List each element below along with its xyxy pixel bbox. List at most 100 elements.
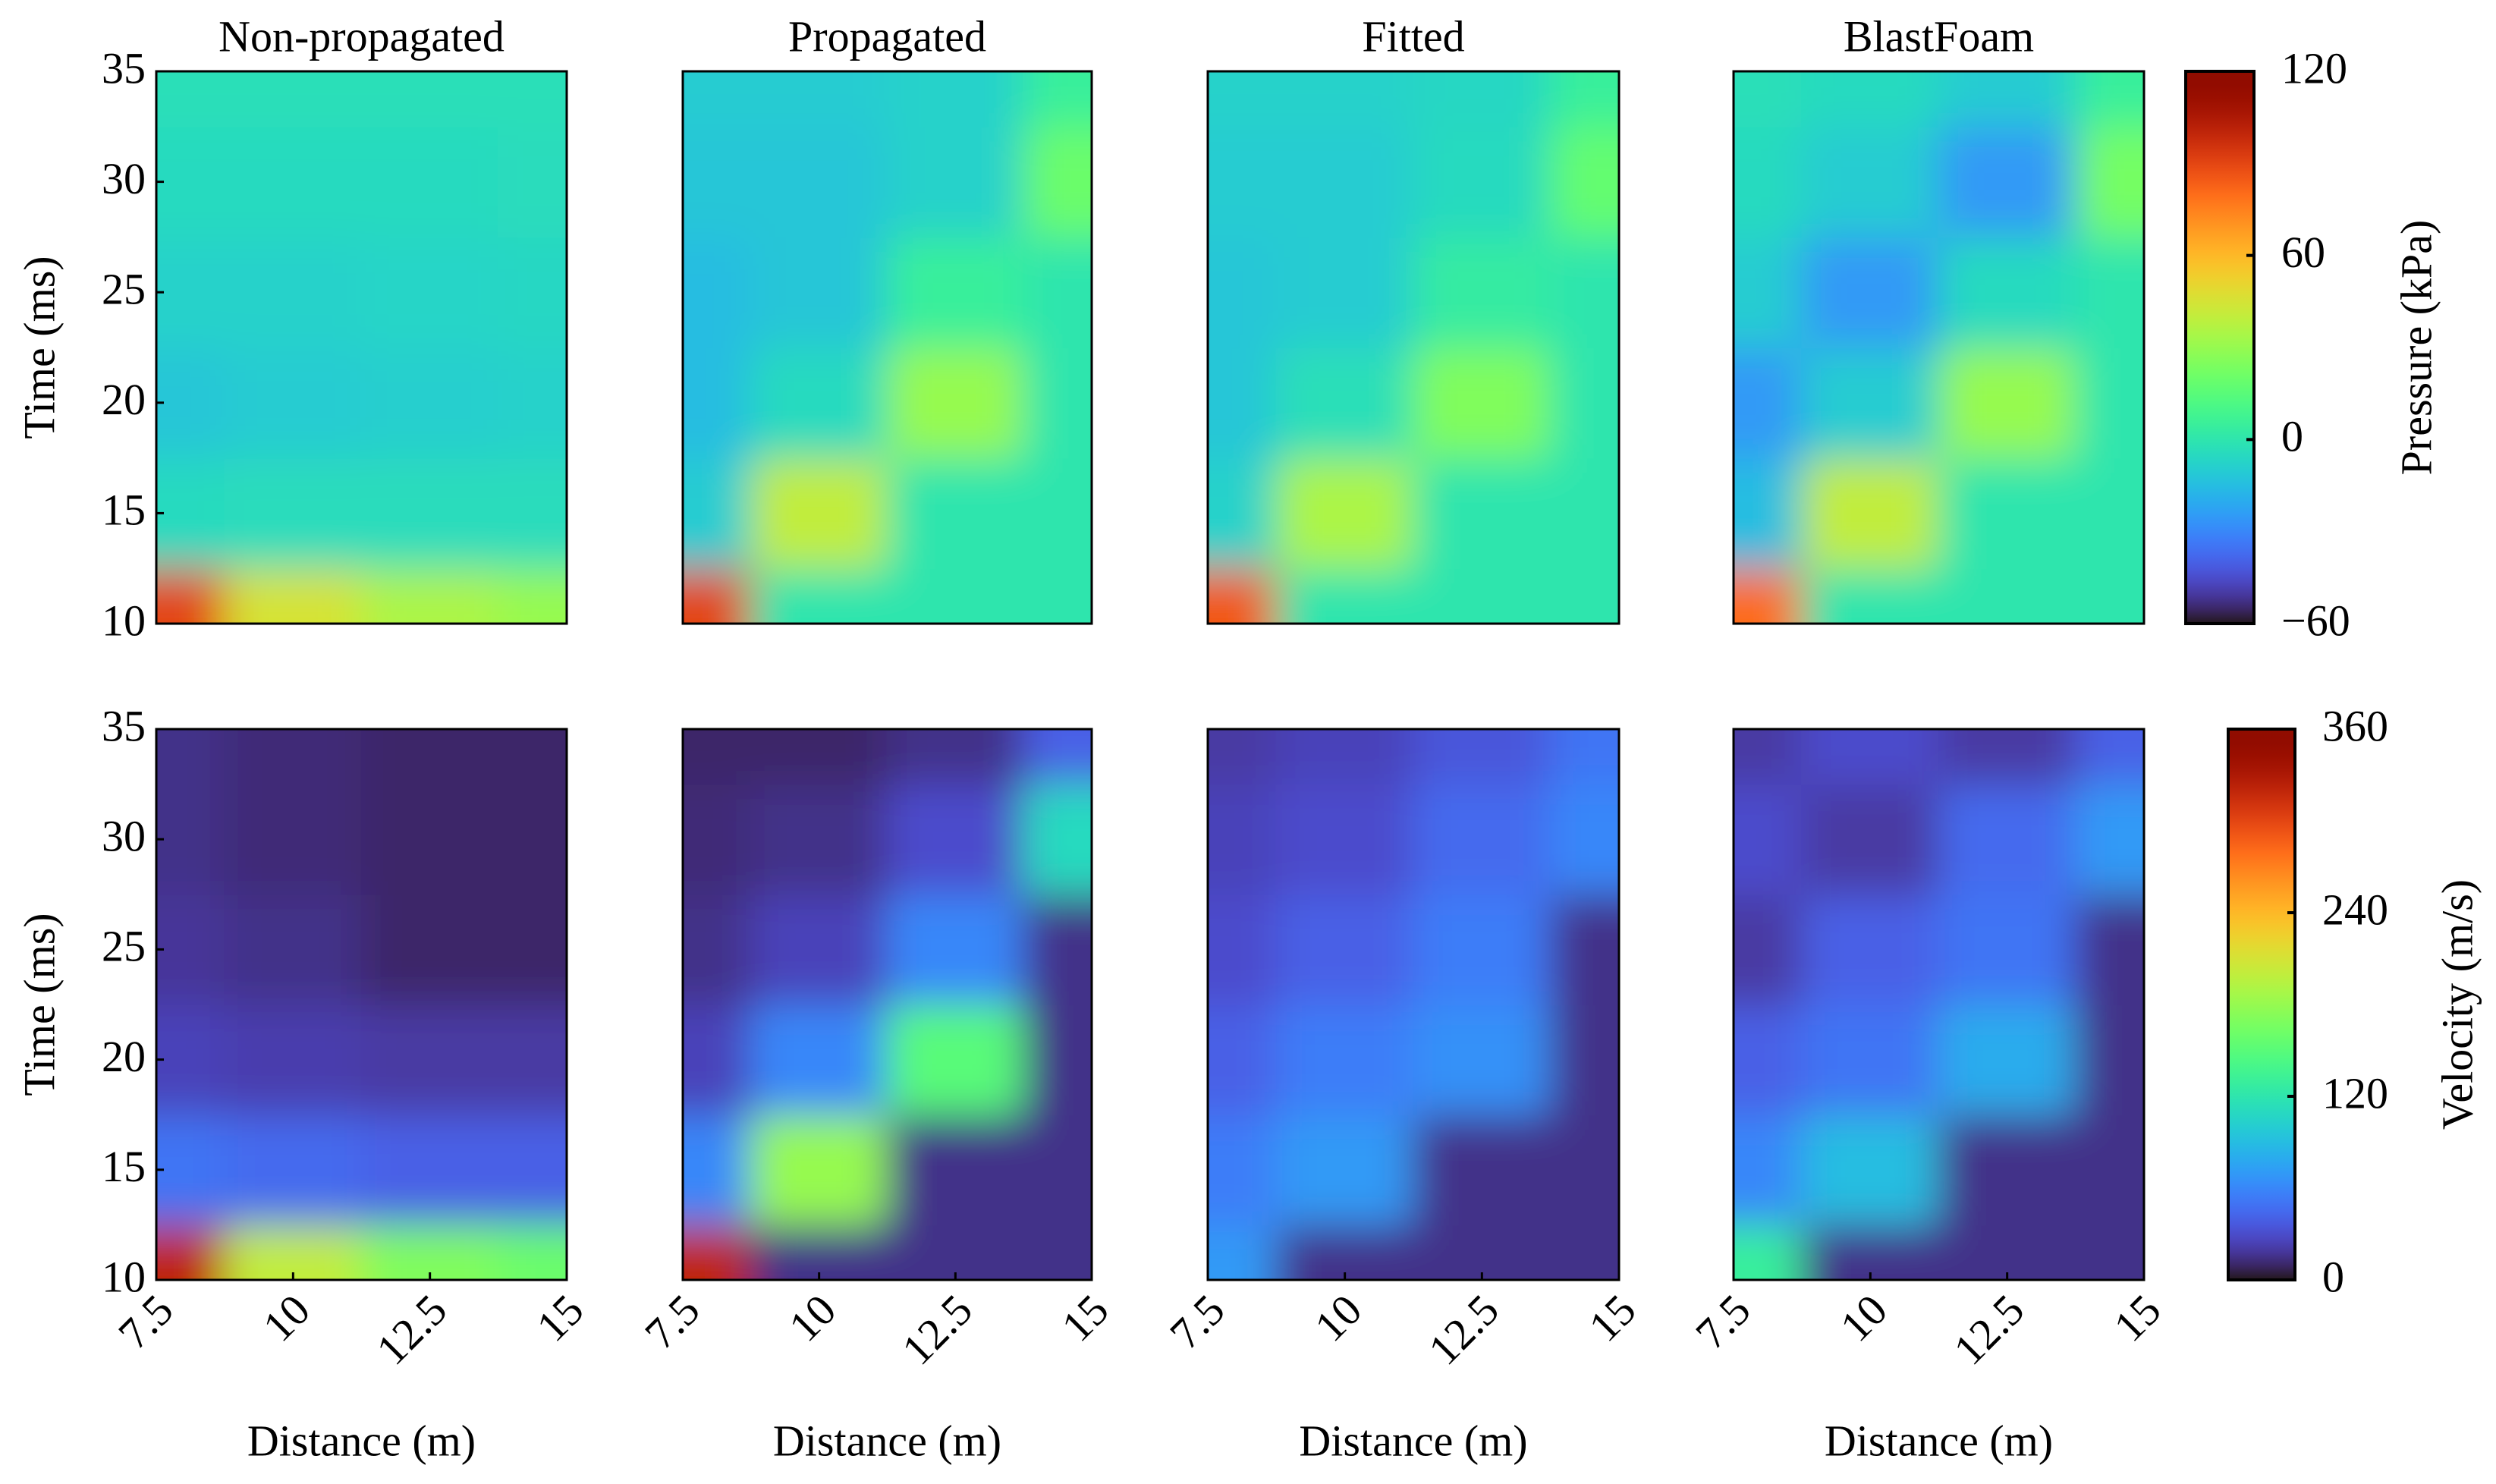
y-tick-label: 35 — [102, 43, 146, 93]
heatmap-cell — [1801, 347, 1940, 459]
heatmap-cells — [683, 729, 1092, 1280]
heatmap-cell — [683, 783, 752, 895]
heatmap-cell — [1413, 71, 1551, 127]
heatmap-cell — [1023, 71, 1092, 127]
heatmap-cell — [683, 1224, 752, 1280]
heatmap-cell — [1208, 347, 1278, 459]
heatmap-cell — [683, 236, 752, 348]
heatmap-cell — [156, 729, 226, 785]
heatmap-cell — [156, 236, 226, 348]
heatmap-cell — [1208, 1224, 1278, 1280]
heatmap-cell — [360, 71, 499, 127]
heatmap-cell — [683, 71, 752, 127]
heatmap-cell — [1734, 71, 1803, 127]
heatmap-cell — [360, 1004, 499, 1116]
heatmap-cell — [2074, 1224, 2144, 1280]
x-tick-label: 15 — [1052, 1285, 1118, 1351]
heatmap-cell — [1275, 1114, 1414, 1226]
heatmap-cell — [1801, 893, 1940, 1005]
x-tick-label: 12.5 — [1944, 1285, 2034, 1375]
x-axis-label: Distance (m) — [1299, 1416, 1527, 1465]
heatmap-cell — [1275, 347, 1414, 459]
heatmap-cell — [2074, 783, 2144, 895]
heatmap-cell — [2074, 1004, 2144, 1116]
heatmap-cell — [224, 1004, 363, 1116]
y-tick-label: 35 — [102, 701, 146, 750]
heatmap-cell — [1734, 783, 1803, 895]
heatmap-cell — [683, 568, 752, 624]
heatmap-cell — [750, 347, 888, 459]
heatmap-cell — [156, 568, 226, 624]
heatmap-cell — [1023, 457, 1092, 570]
heatmap-cell — [1413, 568, 1551, 624]
heatmap-cell — [1208, 568, 1278, 624]
heatmap-cell — [886, 568, 1025, 624]
heatmap-cell — [750, 457, 888, 570]
heatmap-cell — [1938, 783, 2076, 895]
heatmap-cell — [156, 783, 226, 895]
heatmap-cell — [1938, 1224, 2076, 1280]
heatmap-cell — [1549, 125, 1619, 238]
x-tick-label: 10 — [1831, 1285, 1897, 1351]
heatmap-cell — [683, 125, 752, 238]
heatmap-cell — [1549, 236, 1619, 348]
heatmap-cell — [224, 783, 363, 895]
heatmap-cell — [1801, 568, 1940, 624]
heatmap-cell — [497, 71, 567, 127]
y-tick-label: 25 — [102, 922, 146, 971]
heatmap — [1734, 71, 2144, 624]
heatmap-cell — [497, 347, 567, 459]
heatmap-cell — [1801, 1224, 1940, 1280]
heatmap-cell — [750, 1004, 888, 1116]
y-axis-label: Time (ms) — [14, 913, 64, 1096]
panel-title: Non-propagated — [218, 11, 505, 61]
heatmap-cell — [1549, 1114, 1619, 1226]
heatmap-cell — [2074, 236, 2144, 348]
heatmap-cell — [750, 893, 888, 1005]
heatmap-cell — [2074, 893, 2144, 1005]
heatmap-cell — [1275, 729, 1414, 785]
heatmap-cell — [1413, 1114, 1551, 1226]
heatmap-cell — [1938, 893, 2076, 1005]
heatmap-cell — [1801, 1114, 1940, 1226]
colorbar-tick-label: 360 — [2322, 701, 2388, 750]
heatmap-cell — [1938, 125, 2076, 238]
heatmap — [1208, 729, 1619, 1280]
colorbar-label: Velocity (m/s) — [2432, 879, 2482, 1130]
x-tick-label: 10 — [253, 1285, 319, 1351]
heatmap-cell — [1801, 1004, 1940, 1116]
heatmap-cell — [2074, 347, 2144, 459]
heatmap-cell — [360, 457, 499, 570]
heatmap-cell — [886, 236, 1025, 348]
heatmap-cell — [1938, 71, 2076, 127]
plot-frame — [155, 70, 568, 625]
heatmap-cell — [1734, 893, 1803, 1005]
heatmap-cell — [2074, 568, 2144, 624]
x-tick-label: 10 — [779, 1285, 845, 1351]
plot-frame — [1732, 70, 2145, 625]
heatmap-cell — [156, 457, 226, 570]
y-axis-label: Time (ms) — [14, 256, 64, 439]
heatmap-cell — [1208, 457, 1278, 570]
heatmap-cell — [497, 783, 567, 895]
heatmap-cell — [1413, 236, 1551, 348]
heatmap-cell — [360, 893, 499, 1005]
heatmap-cell — [1275, 783, 1414, 895]
y-tick-label: 20 — [102, 375, 146, 424]
x-axis-label: Distance (m) — [773, 1416, 1001, 1465]
heatmap-cell — [1413, 1004, 1551, 1116]
heatmap-cell — [683, 729, 752, 785]
heatmap-cell — [156, 71, 226, 127]
y-tick-label: 10 — [102, 1252, 146, 1301]
colorbar-tick-label: 0 — [2322, 1252, 2344, 1301]
heatmap-cell — [2074, 1114, 2144, 1226]
heatmap-cell — [1275, 893, 1414, 1005]
heatmap-cell — [1801, 125, 1940, 238]
heatmap-cell — [750, 71, 888, 127]
heatmap-cell — [1023, 729, 1092, 785]
heatmap-cell — [1938, 729, 2076, 785]
heatmap-cell — [886, 1114, 1025, 1226]
heatmap-cell — [156, 1114, 226, 1226]
heatmap-cell — [886, 347, 1025, 459]
